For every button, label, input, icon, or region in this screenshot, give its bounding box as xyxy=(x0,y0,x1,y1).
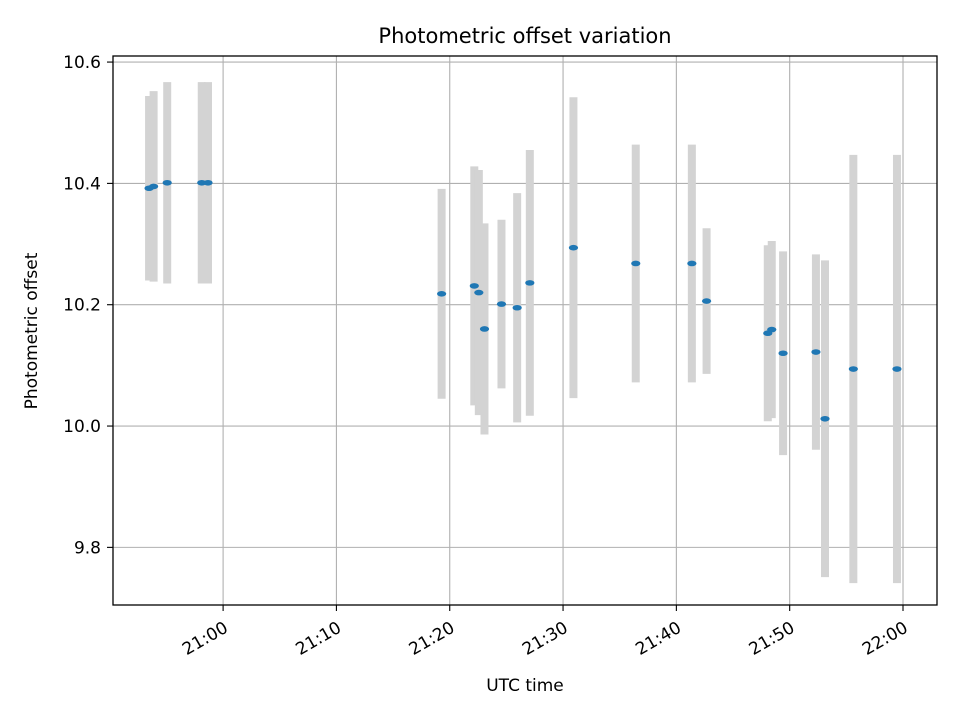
data-point xyxy=(687,260,697,267)
data-point xyxy=(474,289,484,296)
data-point xyxy=(767,326,777,333)
y-tick-label: 10.0 xyxy=(63,417,101,437)
point-layer xyxy=(144,179,902,422)
data-point xyxy=(203,179,213,186)
y-tick-label: 9.8 xyxy=(74,538,101,558)
data-point xyxy=(811,349,821,355)
data-point xyxy=(892,366,902,372)
data-point xyxy=(512,304,522,311)
y-tick-label: 10.2 xyxy=(63,296,101,316)
data-point xyxy=(437,290,447,297)
data-point xyxy=(778,350,788,357)
y-tick-label: 10.6 xyxy=(63,53,101,73)
chart-title: Photometric offset variation xyxy=(378,24,671,48)
data-point xyxy=(496,301,507,307)
y-axis-label: Photometric offset xyxy=(22,252,42,409)
data-point xyxy=(162,179,172,186)
data-point xyxy=(820,415,830,422)
data-point xyxy=(525,280,535,286)
data-point xyxy=(469,283,479,289)
data-point xyxy=(631,260,641,267)
data-point xyxy=(479,326,490,332)
data-point xyxy=(848,366,858,372)
data-point xyxy=(149,183,159,190)
y-axis: 9.8 10.0 10.2 10.4 10.6 xyxy=(63,53,113,558)
x-axis-label: UTC time xyxy=(486,676,564,696)
data-point xyxy=(568,244,579,251)
y-tick-label: 10.4 xyxy=(63,174,101,194)
grid-layer xyxy=(113,56,937,605)
plot-frame xyxy=(112,55,938,606)
data-point xyxy=(701,298,712,304)
